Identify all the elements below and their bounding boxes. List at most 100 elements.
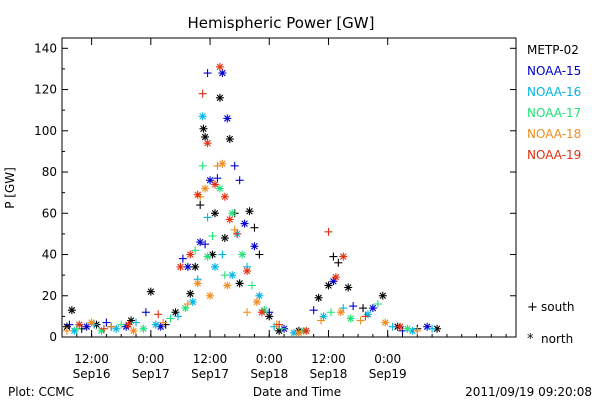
data-point [396, 322, 405, 331]
data-point [220, 234, 229, 243]
data-point [186, 250, 195, 259]
y-axis-label: P [GW] [3, 167, 17, 209]
marker-legend-symbol-south: + [527, 300, 538, 315]
data-point [220, 271, 229, 280]
data-point [344, 283, 353, 292]
data-point [336, 308, 345, 317]
data-point [171, 308, 180, 317]
legend-entry: METP-02 [527, 43, 579, 57]
data-point [173, 312, 182, 321]
y-tick-label: 20 [42, 289, 57, 303]
data-point [139, 324, 148, 333]
data-point [176, 262, 185, 271]
data-point [198, 112, 207, 121]
data-point [188, 297, 197, 306]
data-point [339, 304, 348, 313]
data-point [277, 324, 286, 333]
data-point [247, 281, 256, 290]
data-point [228, 209, 237, 218]
data-point [62, 326, 71, 335]
data-point [166, 314, 175, 323]
data-point [223, 281, 232, 290]
x-tick-label-time: 0:00 [374, 352, 401, 366]
data-point [186, 289, 195, 298]
data-point [368, 304, 377, 313]
data-point [203, 139, 212, 148]
footer-timestamp: 2011/09/19 09:20:08 [465, 385, 592, 399]
data-point [206, 291, 215, 300]
data-point [240, 219, 249, 228]
data-point [203, 213, 212, 222]
data-point [317, 316, 326, 325]
data-point [302, 326, 311, 335]
x-tick-label-date: Sep17 [191, 367, 229, 381]
data-point [215, 184, 224, 193]
data-point [191, 262, 200, 271]
data-point [178, 254, 187, 263]
data-point [339, 252, 348, 261]
data-point [324, 227, 333, 236]
plot-area [61, 37, 517, 338]
data-point [228, 271, 237, 280]
marker-legend: + south * north [527, 300, 575, 347]
data-point [198, 89, 207, 98]
x-tick-label-time: 0:00 [256, 352, 283, 366]
data-point [213, 174, 222, 183]
data-point [87, 318, 96, 327]
y-tick-label: 120 [34, 83, 57, 97]
x-tick-label-time: 12:00 [74, 352, 109, 366]
marker-legend-symbol-north: * [527, 332, 534, 347]
data-point [218, 250, 227, 259]
data-point [250, 223, 259, 232]
y-tick-label: 140 [34, 41, 57, 55]
data-point [67, 306, 76, 315]
data-point [102, 318, 111, 327]
data-point [72, 324, 81, 333]
y-tick-label: 60 [42, 206, 57, 220]
data-point [309, 306, 318, 315]
data-point [314, 293, 323, 302]
data-point [218, 69, 227, 78]
x-axis: 12:00Sep160:00Sep1712:00Sep170:00Sep1812… [61, 38, 507, 381]
data-point [220, 192, 229, 201]
data-points [62, 62, 442, 337]
data-point [199, 124, 208, 133]
data-point [230, 225, 239, 234]
data-point [154, 310, 163, 319]
data-point [208, 231, 217, 240]
data-point [238, 250, 247, 259]
marker-legend-label-south: south [541, 300, 575, 314]
data-point [245, 207, 254, 216]
data-point [146, 287, 155, 296]
data-point [423, 322, 432, 331]
series-noaa-19 [75, 62, 405, 335]
y-tick-label: 80 [42, 165, 57, 179]
data-point [403, 324, 412, 333]
data-point [112, 324, 121, 333]
data-point [201, 240, 210, 249]
series-noaa-17 [72, 161, 412, 335]
data-point [191, 246, 200, 255]
data-point [378, 291, 387, 300]
data-point [193, 279, 202, 288]
data-point [210, 209, 219, 218]
data-point [201, 184, 210, 193]
data-point [196, 201, 205, 210]
x-axis-label: Date and Time [253, 385, 341, 399]
data-point [255, 291, 264, 300]
data-point [107, 322, 116, 331]
data-point [275, 320, 284, 329]
data-point [255, 250, 264, 259]
data-point [65, 320, 74, 329]
x-tick-label-date: Sep19 [369, 367, 407, 381]
data-point [203, 69, 212, 78]
data-point [159, 318, 168, 327]
data-point [233, 229, 242, 238]
data-point [373, 300, 382, 309]
data-point [203, 252, 212, 261]
data-point [349, 302, 358, 311]
footer-source: Plot: CCMC [8, 385, 74, 399]
x-tick-label-time: 12:00 [193, 352, 228, 366]
data-point [223, 114, 232, 123]
